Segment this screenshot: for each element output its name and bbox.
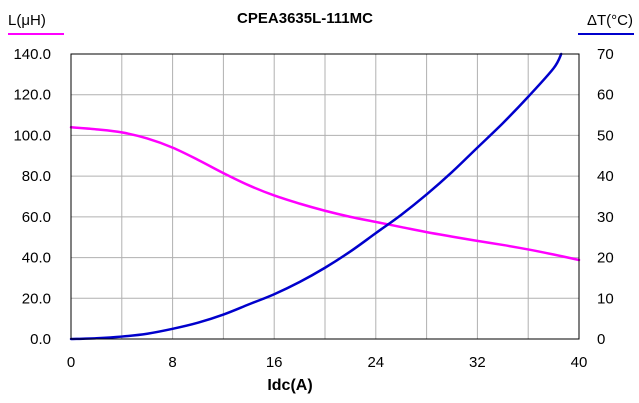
y-right-tick-label: 70: [597, 46, 614, 63]
y-right-tick-label: 40: [597, 168, 614, 185]
x-tick-label: 8: [168, 354, 176, 371]
y-left-tick-label: 60.0: [22, 209, 51, 226]
y-right-tick-label: 60: [597, 87, 614, 104]
right-axis-label: ΔT(°C): [587, 12, 633, 29]
x-tick-label: 40: [571, 354, 588, 371]
y-left-tick-label: 40.0: [22, 250, 51, 267]
y-right-tick-label: 50: [597, 127, 614, 144]
temperature-rise-line: [69, 52, 563, 341]
axes: 0.0 20.0 40.0 60.0 80.0 100.0 120.0 140.0 0 10 20 3…: [13, 46, 613, 371]
y-left-tick-label: 120.0: [13, 87, 51, 104]
series-lines: [69, 52, 581, 341]
grid: [70, 53, 580, 340]
y-left-tick-label: 140.0: [13, 46, 51, 63]
y-left-tick-label: 20.0: [22, 290, 51, 307]
y-right-tick-label: 30: [597, 209, 614, 226]
plot-area-border: [70, 53, 580, 340]
x-tick-label: 32: [469, 354, 486, 371]
x-tick-label: 0: [67, 354, 75, 371]
y-left-tick-label: 0.0: [30, 331, 51, 348]
y-right-tick-label: 10: [597, 290, 614, 307]
y-right-tick-label: 0: [597, 331, 605, 348]
y-right-tick-label: 20: [597, 250, 614, 267]
x-tick-label: 24: [367, 354, 384, 371]
x-tick-label: 16: [266, 354, 283, 371]
chart-title: CPEA3635L-111MC: [237, 10, 373, 27]
x-axis-label: Idc(A): [267, 377, 312, 394]
y-left-tick-label: 100.0: [13, 127, 51, 144]
inductance-line: [69, 126, 581, 262]
y-left-tick-label: 80.0: [22, 168, 51, 185]
left-axis-label: L(μH): [8, 12, 46, 29]
